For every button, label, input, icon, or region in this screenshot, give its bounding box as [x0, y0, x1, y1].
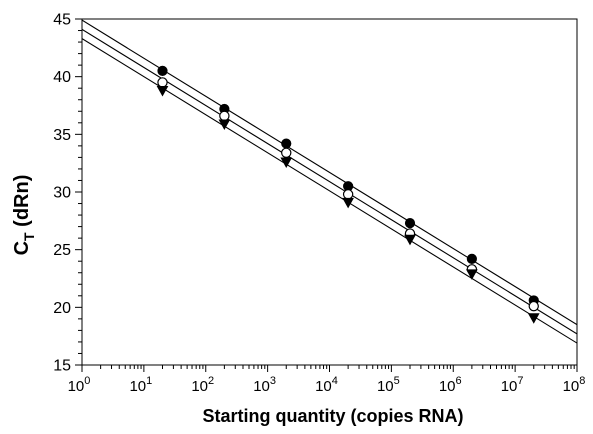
- data-point-filled-triangle: [466, 269, 478, 280]
- data-markers: [156, 65, 540, 324]
- x-tick-label: 102: [191, 375, 214, 395]
- data-point-open-circle: [281, 147, 292, 158]
- plot-area: [81, 18, 578, 366]
- data-point-open-circle: [342, 189, 354, 200]
- data-point-filled-circle: [404, 218, 416, 229]
- data-point-filled-triangle: [280, 157, 293, 169]
- y-axis-title-subscript: T: [21, 232, 37, 241]
- y-tick-label: 35: [53, 127, 71, 144]
- x-axis-title: Starting quantity (copies RNA): [202, 406, 463, 426]
- y-tick-label: 20: [53, 300, 71, 317]
- data-point-filled-triangle: [527, 313, 540, 324]
- data-point-filled-triangle: [342, 197, 354, 209]
- x-axis: 100 101 102 103 104 105 106 107 108: [68, 365, 586, 395]
- y-tick-label: 45: [53, 12, 71, 29]
- fit-lines: [82, 19, 577, 344]
- data-point-filled-triangle: [404, 234, 416, 246]
- y-tick-label: 15: [53, 358, 71, 375]
- x-tick-label: 106: [439, 375, 462, 395]
- x-tick-label: 101: [129, 375, 152, 395]
- x-tick-label: 100: [68, 375, 91, 395]
- data-point-filled-triangle: [156, 86, 169, 97]
- data-point-filled-triangle: [218, 119, 231, 130]
- data-point-open-circle: [528, 300, 539, 312]
- x-tick-label: 103: [253, 375, 276, 395]
- data-point-filled-circle: [157, 65, 168, 77]
- fit-line-2: [82, 28, 577, 335]
- x-tick-label: 107: [501, 375, 524, 395]
- y-axis: 15 20 25 30 35 40 45: [53, 12, 82, 375]
- x-tick-label: 108: [563, 375, 586, 395]
- y-tick-label: 25: [53, 242, 71, 259]
- y-axis-title-rest: (dRn): [11, 175, 33, 233]
- x-tick-label: 105: [377, 375, 400, 395]
- y-tick-label: 40: [53, 69, 71, 86]
- fit-line-3: [82, 38, 577, 344]
- data-point-open-circle: [157, 77, 168, 88]
- plot-frame: [81, 18, 578, 366]
- y-axis-title-main: C: [11, 241, 33, 255]
- data-point-open-circle: [219, 110, 230, 122]
- fit-line-1: [82, 19, 577, 326]
- data-point-filled-circle: [281, 138, 292, 149]
- y-axis-title: CT (dRn): [11, 175, 37, 256]
- data-point-filled-circle: [466, 253, 477, 264]
- x-tick-label: 104: [315, 375, 338, 395]
- y-tick-label: 30: [53, 185, 71, 202]
